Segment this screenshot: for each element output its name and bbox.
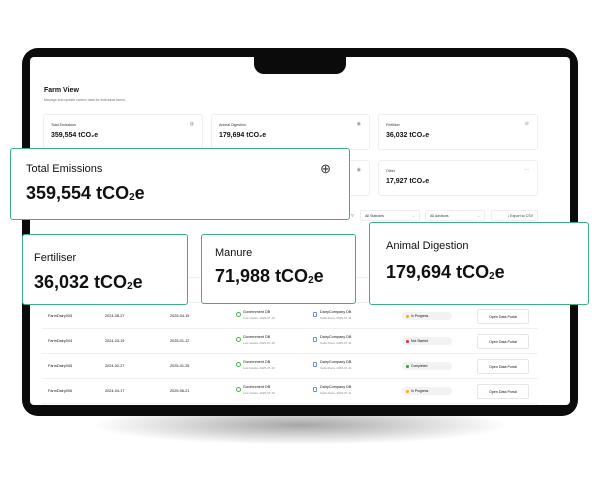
highlight-label: Manure bbox=[215, 247, 253, 259]
card-value: 359,554 tCO₂e bbox=[51, 132, 99, 139]
source-meta: Sofia Roca, 2025-07-11 bbox=[320, 391, 352, 395]
card-fertiliser: Fertiliser 36,032 tCO₂e ⊘ bbox=[378, 114, 538, 150]
status-label: In Progress bbox=[411, 314, 429, 318]
download-icon: ⤓ bbox=[507, 214, 511, 218]
globe-icon: ⊕ bbox=[320, 161, 331, 176]
source-meta: Sofia Roca, 2025-07-11 bbox=[320, 366, 352, 370]
status-badge: Completed bbox=[402, 362, 452, 370]
digestion-icon: ◉ bbox=[356, 121, 361, 127]
status-select-value: All Statuses bbox=[365, 214, 384, 218]
highlight-manure: Manure 71,988 tCO2e bbox=[201, 234, 356, 304]
status-select[interactable]: All Statuses ⌄ bbox=[360, 210, 420, 221]
database-icon bbox=[313, 362, 317, 367]
end-date: 2025-01-12 bbox=[170, 339, 190, 343]
card-label: Total Emissions bbox=[51, 123, 76, 127]
database-icon bbox=[313, 337, 317, 342]
open-data-portal-button[interactable]: Open Data Portal bbox=[477, 334, 529, 349]
highlight-value: 36,032 tCO2e bbox=[34, 272, 143, 292]
check-circle-icon bbox=[236, 387, 241, 392]
page-subtitle: Manage and update carbon data for indivi… bbox=[44, 98, 126, 102]
table-row: FarmDairy005 2024-02-27 2025-01-25 Gover… bbox=[42, 355, 538, 379]
source-name: Government DB bbox=[243, 360, 271, 364]
card-label: Other bbox=[386, 169, 395, 173]
status-label: Not Started bbox=[411, 339, 429, 343]
source-meta: Luis Varela, 2025-07-10 bbox=[243, 341, 275, 345]
source-meta: Sofia Roca, 2025-07-11 bbox=[320, 341, 352, 345]
check-circle-icon bbox=[236, 337, 241, 342]
status-dot bbox=[406, 365, 409, 368]
status-badge: In Progress bbox=[402, 387, 452, 395]
highlight-value: 179,694 tCO2e bbox=[386, 262, 505, 282]
source-name: DairyCompany DB bbox=[320, 360, 352, 364]
highlight-value: 359,554 tCO2e bbox=[26, 183, 145, 203]
manure-icon: ◉ bbox=[356, 167, 361, 173]
source-name: DairyCompany DB bbox=[320, 335, 352, 339]
end-date: 2025-04-15 bbox=[170, 314, 190, 318]
advisor-select-value: All Advisors bbox=[430, 214, 449, 218]
card-label: Animal Digestion bbox=[219, 123, 246, 127]
check-circle-icon bbox=[236, 312, 241, 317]
start-date: 2024-08-27 bbox=[105, 314, 125, 318]
start-date: 2024-04-17 bbox=[105, 389, 125, 393]
status-dot bbox=[406, 315, 409, 318]
status-badge: Not Started bbox=[402, 337, 452, 345]
highlight-animal-digestion: Animal Digestion 179,694 tCO2e bbox=[369, 222, 589, 305]
highlight-fertiliser: Fertiliser 36,032 tCO2e bbox=[22, 234, 188, 305]
source-meta: Sofia Roca, 2025-07-11 bbox=[320, 316, 352, 320]
filter-icon: ▿ bbox=[351, 213, 355, 219]
highlight-label: Animal Digestion bbox=[386, 240, 469, 252]
export-label: Export to CSV bbox=[510, 214, 533, 218]
advisor-select[interactable]: All Advisors ⌄ bbox=[425, 210, 485, 221]
end-date: 2025-06-21 bbox=[170, 389, 190, 393]
database-icon bbox=[313, 387, 317, 392]
card-other: Other 17,927 tCO₂e ··· bbox=[378, 160, 538, 196]
table-row: FarmDairy006 2024-04-17 2025-06-21 Gover… bbox=[42, 380, 538, 404]
camera-notch bbox=[254, 48, 346, 74]
status-badge: In Progress bbox=[402, 312, 452, 320]
farm-name: FarmDairy004 bbox=[48, 339, 73, 343]
highlight-label: Fertiliser bbox=[34, 252, 77, 264]
source-name: Government DB bbox=[243, 310, 271, 314]
table-row: FarmDairy003 2024-08-27 2025-04-15 Gover… bbox=[42, 305, 538, 329]
card-value: 36,032 tCO₂e bbox=[386, 132, 430, 139]
globe-icon: ◍ bbox=[189, 121, 194, 127]
more-icon: ··· bbox=[524, 167, 529, 173]
source-name: Government DB bbox=[243, 335, 271, 339]
source-name: Government DB bbox=[243, 385, 271, 389]
check-circle-icon bbox=[236, 362, 241, 367]
source-name: DairyCompany DB bbox=[320, 385, 352, 389]
card-value: 17,927 tCO₂e bbox=[386, 178, 430, 185]
source-meta: Luis Varela, 2025-07-10 bbox=[243, 366, 275, 370]
source-name: DairyCompany DB bbox=[320, 310, 352, 314]
leaf-icon: ⊘ bbox=[524, 121, 529, 127]
source-meta: Luis Varela, 2025-07-10 bbox=[243, 391, 275, 395]
highlight-value: 71,988 tCO2e bbox=[215, 266, 324, 286]
farm-name: FarmDairy006 bbox=[48, 389, 73, 393]
card-label: Fertiliser bbox=[386, 123, 400, 127]
open-data-portal-button[interactable]: Open Data Portal bbox=[477, 384, 529, 399]
highlight-total-emissions: Total Emissions 359,554 tCO2e ⊕ bbox=[10, 148, 350, 220]
database-icon bbox=[313, 312, 317, 317]
open-data-portal-button[interactable]: Open Data Portal bbox=[477, 309, 529, 324]
card-total-emissions: Total Emissions 359,554 tCO₂e ◍ bbox=[43, 114, 203, 150]
open-data-portal-button[interactable]: Open Data Portal bbox=[477, 359, 529, 374]
status-label: In Progress bbox=[411, 389, 429, 393]
start-date: 2024-02-27 bbox=[105, 364, 125, 368]
page-title: Farm View bbox=[44, 87, 79, 94]
status-dot bbox=[406, 390, 409, 393]
highlight-label: Total Emissions bbox=[26, 163, 103, 175]
status-dot bbox=[406, 340, 409, 343]
farm-name: FarmDairy005 bbox=[48, 364, 73, 368]
card-animal-digestion: Animal Digestion 179,694 tCO₂e ◉ bbox=[211, 114, 370, 150]
status-label: Completed bbox=[411, 364, 428, 368]
end-date: 2025-01-25 bbox=[170, 364, 190, 368]
farm-name: FarmDairy003 bbox=[48, 314, 73, 318]
source-meta: Luis Varela, 2025-07-10 bbox=[243, 316, 275, 320]
card-value: 179,694 tCO₂e bbox=[219, 132, 267, 139]
export-csv-button[interactable]: ⤓ Export to CSV bbox=[491, 210, 538, 221]
table-row: FarmDairy004 2024-03-19 2025-01-12 Gover… bbox=[42, 330, 538, 354]
start-date: 2024-03-19 bbox=[105, 339, 125, 343]
